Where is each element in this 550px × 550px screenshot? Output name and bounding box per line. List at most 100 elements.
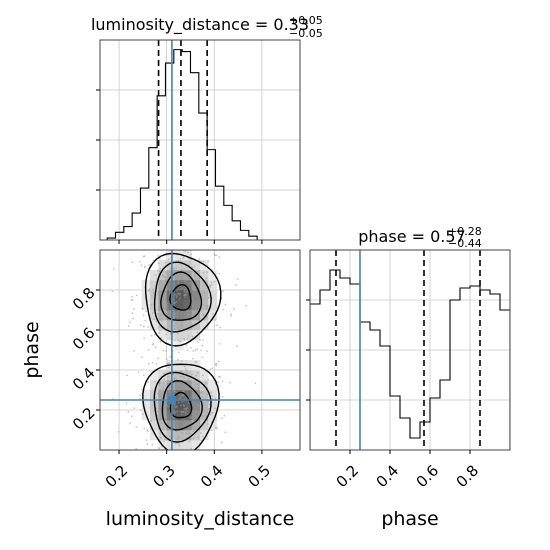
- scatter-point: [177, 358, 179, 361]
- scatter-point: [143, 427, 146, 430]
- scatter-point: [223, 414, 226, 417]
- density-cell: [175, 320, 184, 331]
- scatter-point: [191, 297, 194, 300]
- scatter-point: [216, 427, 219, 430]
- scatter-point: [185, 372, 188, 375]
- scatter-point: [173, 283, 176, 286]
- scatter-point: [197, 389, 200, 391]
- scatter-point: [165, 261, 167, 264]
- y-tick-label-0: 0.2: [69, 404, 99, 434]
- scatter-point: [189, 396, 192, 399]
- scatter-point: [179, 293, 181, 296]
- scatter-point: [198, 277, 201, 280]
- density-cell: [191, 380, 201, 391]
- scatter-point: [151, 343, 154, 346]
- scatter-point: [183, 339, 186, 342]
- scatter-point: [192, 397, 195, 399]
- scatter-point: [178, 298, 181, 301]
- scatter-point: [201, 415, 204, 417]
- density-cell: [158, 420, 167, 431]
- scatter-point: [166, 382, 169, 385]
- scatter-point: [143, 337, 146, 339]
- scatter-point: [185, 270, 188, 273]
- scatter-point: [151, 443, 154, 446]
- density-cell: [175, 370, 184, 381]
- scatter-point: [181, 400, 183, 403]
- scatter-point: [190, 283, 193, 286]
- scatter-point: [191, 335, 194, 338]
- scatter-point: [169, 280, 172, 282]
- scatter-point: [197, 305, 200, 308]
- scatter-point: [203, 318, 206, 321]
- scatter-point: [162, 390, 165, 392]
- scatter-point: [160, 319, 163, 322]
- scatter-point: [174, 411, 176, 414]
- scatter-point: [173, 480, 175, 482]
- scatter-point: [189, 258, 192, 261]
- scatter-point: [184, 293, 186, 296]
- scatter-point: [158, 270, 161, 272]
- scatter-point: [205, 411, 208, 414]
- scatter-point: [196, 331, 199, 334]
- truth-point: [167, 396, 176, 404]
- density-cell: [200, 300, 209, 311]
- scatter-point: [176, 424, 178, 427]
- scatter-point: [159, 297, 161, 299]
- density-cell: [191, 430, 201, 441]
- scatter-point: [160, 417, 163, 420]
- density-cell: [175, 310, 184, 321]
- scatter-point: [152, 288, 154, 291]
- density-cell: [150, 270, 159, 281]
- h0-title: luminosity_distance = 0.33: [91, 15, 309, 35]
- scatter-point: [175, 430, 177, 433]
- scatter-point: [179, 272, 182, 275]
- scatter-point: [203, 410, 206, 412]
- scatter-point: [206, 350, 209, 353]
- density-cell: [158, 280, 167, 291]
- density-cell: [208, 400, 217, 411]
- scatter-point: [172, 298, 175, 301]
- scatter-point: [190, 290, 193, 293]
- density-cell: [141, 300, 151, 311]
- contour-line: [169, 283, 192, 311]
- density-cell: [208, 290, 217, 301]
- scatter-point: [190, 447, 192, 450]
- scatter-point: [181, 310, 184, 313]
- scatter-point: [175, 454, 177, 456]
- scatter-point: [137, 371, 140, 374]
- scatter-point: [165, 292, 168, 295]
- scatter-point: [167, 405, 170, 408]
- scatter-point: [162, 306, 165, 309]
- scatter-point: [198, 420, 201, 423]
- scatter-point: [182, 390, 185, 392]
- scatter-point: [167, 366, 170, 369]
- density-cell: [150, 410, 159, 421]
- scatter-point: [147, 381, 149, 383]
- histogram-step: [310, 269, 510, 450]
- scatter-point: [207, 456, 209, 458]
- scatter-point: [217, 375, 220, 378]
- scatter-point: [188, 440, 191, 443]
- scatter-point: [169, 437, 172, 440]
- scatter-point: [205, 382, 208, 385]
- scatter-point: [180, 315, 183, 318]
- scatter-point: [188, 380, 190, 383]
- scatter-point: [197, 463, 199, 465]
- density-cell: [208, 390, 217, 401]
- scatter-point: [176, 426, 179, 429]
- scatter-point: [167, 428, 170, 431]
- density-cell: [150, 320, 159, 331]
- scatter-point: [201, 387, 203, 389]
- density-cell: [166, 260, 176, 271]
- scatter-point: [207, 378, 209, 381]
- scatter-point: [133, 407, 136, 410]
- scatter-point: [159, 267, 162, 270]
- density-cell: [183, 400, 192, 411]
- scatter-point: [202, 260, 205, 263]
- scatter-point: [202, 234, 204, 236]
- scatter-point: [166, 288, 169, 290]
- h1-title-minus: −0.44: [448, 237, 482, 250]
- scatter-point: [160, 422, 163, 425]
- scatter-point: [197, 404, 200, 407]
- scatter-point: [163, 378, 166, 381]
